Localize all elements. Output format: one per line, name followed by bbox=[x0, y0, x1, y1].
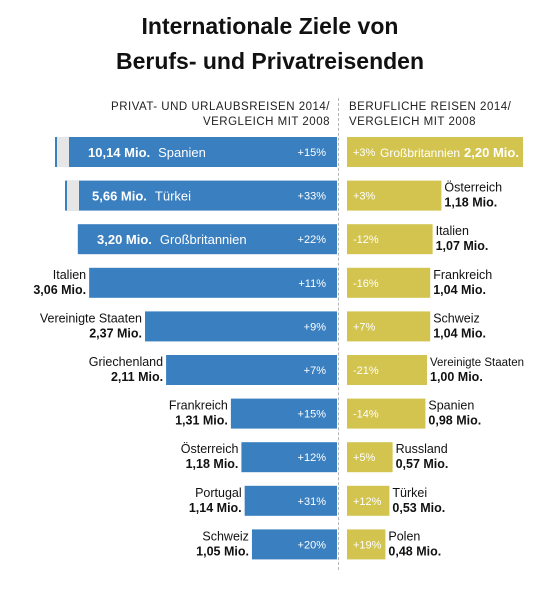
private-change-label-oesterreich: +12% bbox=[298, 452, 327, 464]
business-value-label-grossbritannien: Großbritannien 2,20 Mio. bbox=[380, 145, 519, 160]
business-bar-tuerkei bbox=[347, 485, 390, 516]
private-bar-griechenland bbox=[166, 355, 337, 385]
private-change-label-portugal: +31% bbox=[298, 496, 327, 508]
business-travel-header-line-1: BERUFLICHE REISEN 2014/ bbox=[349, 101, 512, 113]
private-bar-spanien bbox=[55, 137, 337, 167]
private-travel-header-line-1: PRIVAT- UND URLAUBSREISEN 2014/ bbox=[111, 101, 330, 113]
private-change-label-tuerkei: +33% bbox=[298, 191, 327, 203]
private-value-label-tuerkei: 5,66 Mio. Türkei bbox=[92, 189, 191, 204]
private-change-label-italien: +11% bbox=[298, 278, 326, 290]
chart-title-line-1: Internationale Ziele von bbox=[141, 13, 399, 39]
business-value-label-polen: 0,48 Mio. bbox=[388, 544, 441, 558]
business-category-label-frankreich: Frankreich bbox=[433, 268, 492, 282]
private-change-label-frankreich: +15% bbox=[298, 409, 327, 421]
private-bar-grossbritannien bbox=[77, 224, 338, 255]
business-value-label-schweiz: 1,04 Mio. bbox=[433, 326, 486, 340]
business-bar-frankreich bbox=[347, 267, 431, 298]
private-travel-header: PRIVAT- UND URLAUBSREISEN 2014/ VERGLEIC… bbox=[111, 100, 330, 130]
business-category-label-tuerkei: Türkei bbox=[392, 486, 427, 500]
private-value-label-griechenland: 2,11 Mio. bbox=[111, 370, 163, 384]
business-bar-oesterreich bbox=[347, 180, 442, 211]
private-bar-portugal bbox=[244, 485, 337, 516]
private-change-label-vereinigte-staaten: +9% bbox=[304, 321, 327, 333]
private-category-label-schweiz: Schweiz bbox=[202, 529, 249, 543]
business-value-label-tuerkei: 0,53 Mio. bbox=[392, 501, 445, 515]
business-bar-schweiz bbox=[347, 311, 431, 342]
private-category-label-italien: Italien bbox=[53, 268, 86, 282]
business-bar-italien bbox=[347, 224, 433, 255]
private-category-label-frankreich: Frankreich bbox=[169, 399, 228, 413]
private-bar-schweiz bbox=[251, 529, 337, 560]
axis-break-spanien bbox=[57, 137, 69, 167]
business-value-label-oesterreich: 1,18 Mio. bbox=[444, 196, 497, 210]
private-category-label-oesterreich: Österreich bbox=[181, 442, 239, 456]
private-change-label-spanien: +15% bbox=[298, 147, 327, 159]
private-category-label-vereinigte-staaten: Vereinigte Staaten bbox=[40, 311, 142, 325]
business-change-label-frankreich: -16% bbox=[353, 278, 379, 290]
private-bar-vereinigte-staaten bbox=[145, 311, 337, 342]
chart-title-line-2: Berufs- und Privatreisenden bbox=[115, 48, 425, 74]
business-value-label-spanien: 0,98 Mio. bbox=[428, 414, 481, 428]
business-travel-header: BERUFLICHE REISEN 2014/ VERGLEICH MIT 20… bbox=[349, 100, 511, 130]
business-change-label-russland: +5% bbox=[353, 452, 376, 464]
business-change-label-spanien: -14% bbox=[353, 409, 379, 421]
private-bar-frankreich bbox=[230, 398, 337, 429]
private-travel-header-line-2: VERGLEICH MIT 2008 bbox=[202, 116, 330, 128]
business-value-label-vereinigte-staaten: 1,00 Mio. bbox=[430, 370, 483, 384]
business-bar-grossbritannien bbox=[347, 137, 523, 167]
business-change-label-tuerkei: +12% bbox=[353, 496, 382, 508]
business-change-label-oesterreich: +3% bbox=[353, 191, 376, 203]
column-divider bbox=[338, 98, 339, 570]
business-category-label-schweiz: Schweiz bbox=[433, 311, 480, 325]
business-change-label-polen: +19% bbox=[353, 539, 382, 551]
private-value-label-frankreich: 1,31 Mio. bbox=[175, 414, 228, 428]
private-category-label-portugal: Portugal bbox=[195, 486, 242, 500]
private-category-label-griechenland: Griechenland bbox=[89, 355, 163, 369]
private-bar-tuerkei bbox=[65, 180, 337, 211]
private-value-label-spanien: 10,14 Mio. Spanien bbox=[88, 145, 206, 160]
business-category-label-russland: Russland bbox=[396, 442, 448, 456]
private-value-label-vereinigte-staaten: 2,37 Mio. bbox=[89, 326, 142, 340]
business-category-label-oesterreich: Österreich bbox=[444, 181, 502, 195]
business-category-label-italien: Italien bbox=[436, 224, 469, 238]
business-travel-header-line-2: VERGLEICH MIT 2008 bbox=[349, 116, 477, 128]
business-change-label-italien: -12% bbox=[353, 234, 379, 246]
business-bar-vereinigte-staaten bbox=[347, 355, 427, 385]
private-value-label-italien: 3,06 Mio. bbox=[33, 283, 86, 297]
business-value-label-russland: 0,57 Mio. bbox=[396, 457, 449, 471]
business-category-label-vereinigte-staaten: Vereinigte Staaten bbox=[430, 357, 524, 369]
business-bar-spanien bbox=[347, 398, 426, 429]
business-change-label-grossbritannien: +3% bbox=[353, 147, 376, 159]
business-value-label-italien: 1,07 Mio. bbox=[436, 239, 489, 253]
business-category-label-polen: Polen bbox=[388, 529, 420, 543]
business-value-label-frankreich: 1,04 Mio. bbox=[433, 283, 486, 297]
business-bar-russland bbox=[347, 442, 393, 473]
private-bar-italien bbox=[89, 267, 337, 298]
business-change-label-vereinigte-staaten: -21% bbox=[353, 365, 379, 377]
private-value-label-grossbritannien: 3,20 Mio. Großbritannien bbox=[97, 232, 247, 247]
private-change-label-grossbritannien: +22% bbox=[298, 234, 327, 246]
private-change-label-griechenland: +7% bbox=[304, 365, 327, 377]
axis-break-tuerkei bbox=[67, 180, 79, 211]
business-change-label-schweiz: +7% bbox=[353, 321, 376, 333]
private-change-label-schweiz: +20% bbox=[298, 539, 327, 551]
private-value-label-portugal: 1,14 Mio. bbox=[189, 501, 242, 515]
private-value-label-schweiz: 1,05 Mio. bbox=[196, 544, 249, 558]
business-bar-polen bbox=[347, 529, 386, 560]
business-category-label-spanien: Spanien bbox=[428, 399, 474, 413]
private-value-label-oesterreich: 1,18 Mio. bbox=[186, 457, 239, 471]
private-bar-oesterreich bbox=[241, 442, 337, 473]
